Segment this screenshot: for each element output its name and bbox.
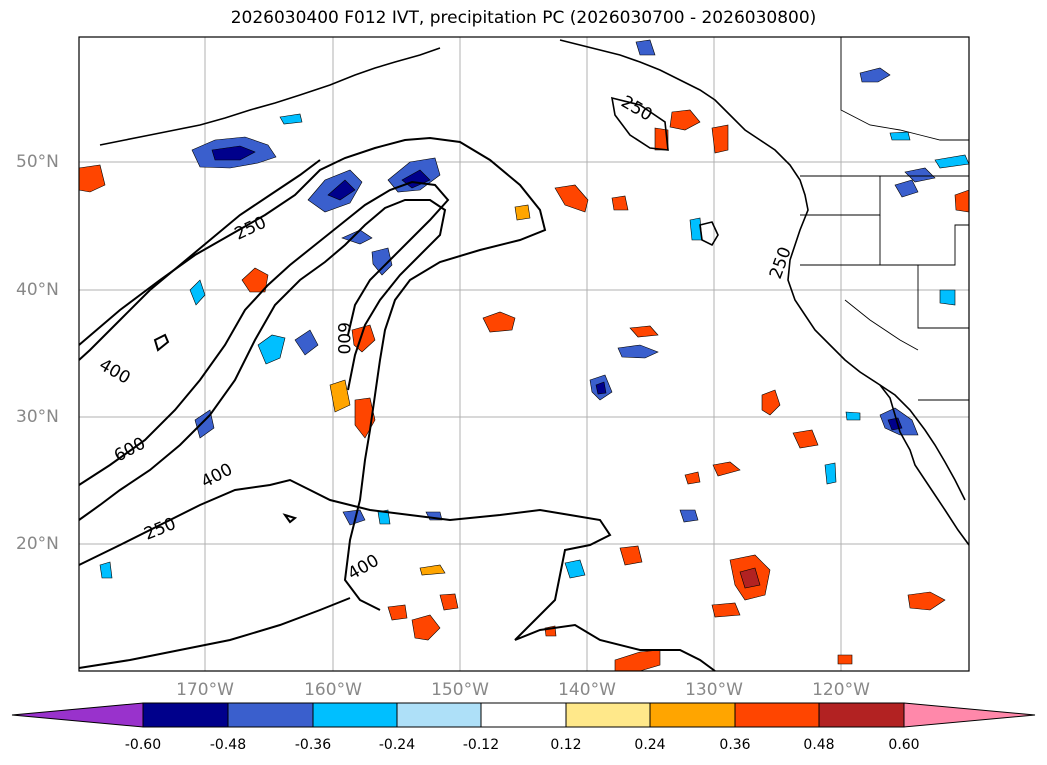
precip-blob [629,325,659,338]
precip-blob [371,247,393,276]
precip-blob [684,471,701,485]
contour-label: 400 [96,355,134,389]
precip-blob [679,509,699,523]
colorbar [11,702,1036,728]
precip-blob [792,429,819,449]
precip-blob [595,381,607,395]
precip-blob [611,195,629,211]
precip-blob [189,279,206,306]
colorbar-tick-label: 0.36 [719,737,751,753]
precip-blob [78,164,106,193]
colorbar-swatch [565,702,651,728]
contour-label: 250 [618,92,656,126]
precip-blob [739,567,761,589]
precip-blob [617,344,659,359]
lat-label-50n: 50°N [16,152,59,172]
precip-blob [377,509,391,525]
precip-blob [294,329,319,356]
precip-blob [761,389,781,416]
precip-blob [327,179,356,201]
colorbar-tick-label: -0.36 [294,737,332,753]
precip-blob [211,145,256,161]
lon-label-150w: 150°W [431,680,489,700]
precip-blob [99,561,113,579]
colorbar-swatch [142,702,229,728]
precip-blob [439,593,459,611]
colorbar-swatch [11,702,144,728]
colorbar-tick-label: 0.24 [634,737,666,753]
colorbar-swatch [480,702,567,728]
precip-blob [342,509,366,526]
precip-blob [257,334,286,365]
precip-blob [669,109,701,131]
colorbar-tick-label: 0.12 [550,737,582,753]
precip-blob [241,267,269,293]
precip-blob [837,654,853,665]
precip-blob [954,189,970,213]
precip-blob [824,462,837,485]
precip-blob [859,67,891,83]
precip-blob [554,184,589,213]
precip-blob [482,311,516,333]
precip-blob [411,614,441,641]
lat-label-30n: 30°N [16,407,59,427]
contour-label: 600 [111,434,149,467]
colorbar-swatch [312,702,398,728]
colorbar-tick-label: -0.24 [378,737,416,753]
ivt-contours [78,136,716,672]
precip-blob [329,379,351,413]
colorbar-tick-label: 0.48 [803,737,835,753]
colorbar-tick-label: -0.12 [462,737,500,753]
precip-blob [619,545,643,566]
coastlines [99,39,970,546]
lat-label-20n: 20°N [16,534,59,554]
precip-blob [939,289,956,306]
precip-blob [712,461,741,477]
colorbar-swatch [649,702,736,728]
colorbar-swatch [396,702,482,728]
precip-blob [419,564,446,576]
lon-label-170w: 170°W [176,680,234,700]
lat-label-40n: 40°N [16,280,59,300]
precip-blob [635,39,656,56]
contour-label: 250 [141,514,179,545]
map-title: 2026030400 F012 IVT, precipitation PC (2… [230,8,817,28]
colorbar-tick-label: -0.60 [124,737,162,753]
lon-label-120w: 120°W [812,680,870,700]
precip-blob [614,649,661,672]
precip-blob [711,602,741,618]
contour-label: 600 [333,322,353,354]
colorbar-tick-label: 0.60 [888,737,920,753]
map-frame [78,36,970,672]
colorbar-swatch [227,702,314,728]
precip-blob [894,179,919,198]
precip-blob [279,113,303,125]
precip-blob [514,204,531,221]
precip-positive-regions [78,109,970,672]
colorbar-tick-label: -0.48 [209,737,247,753]
precip-blob [845,411,861,421]
precip-blob [904,167,936,183]
precip-blob [564,559,586,579]
borders [800,37,969,401]
precip-blob [387,604,408,621]
precip-blob [934,154,970,169]
colorbar-swatch [734,702,820,728]
lon-label-130w: 130°W [685,680,743,700]
contour-label: 400 [198,460,236,493]
lon-label-140w: 140°W [558,680,616,700]
precip-negative-regions [99,39,970,579]
precip-blob [907,591,946,611]
contour-label: 400 [345,551,383,585]
graticule [79,37,969,671]
precip-blob [711,124,729,154]
precip-blob [889,131,911,141]
colorbar-swatch [903,702,1036,728]
contour-label: 250 [766,244,796,281]
lon-label-160w: 160°W [304,680,362,700]
colorbar-swatch [818,702,905,728]
